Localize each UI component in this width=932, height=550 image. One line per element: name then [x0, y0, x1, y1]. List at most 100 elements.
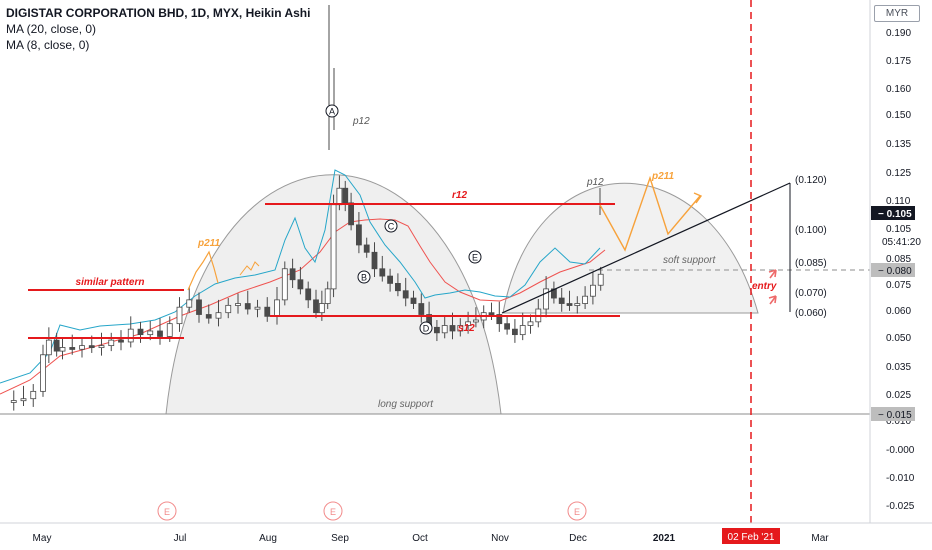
event-circle [323, 501, 343, 521]
candle [176, 306, 183, 325]
candle [336, 187, 343, 206]
candle [127, 328, 134, 343]
candle [597, 273, 604, 286]
level-label: (0.085) [795, 258, 827, 269]
event-circle [157, 501, 177, 521]
price-tick: 0.110 [886, 196, 911, 207]
candle [551, 288, 557, 299]
entry-label: entry [752, 281, 777, 292]
p211-left-path [187, 250, 219, 291]
candle [215, 312, 222, 319]
pivot-label: C [388, 222, 395, 232]
price-tick: 0.085 [886, 254, 911, 265]
small-projection [239, 261, 260, 276]
time-tick: Jul [174, 533, 187, 544]
candle [205, 314, 212, 319]
price-tick: 0.150 [886, 110, 911, 121]
candle [118, 339, 124, 343]
pivot-circle [419, 321, 433, 335]
candle [363, 244, 370, 253]
price-axis: 0.190 0.175 0.160 0.150 0.135 0.125 0.110 0.105… [886, 28, 915, 512]
currency-button[interactable]: MYR [874, 5, 920, 22]
price-badge-last: − 0.105 [871, 206, 915, 220]
candle [457, 325, 464, 332]
candle [98, 345, 105, 349]
candle [53, 339, 60, 352]
date-marker-badge: 02 Feb '21 [722, 528, 780, 544]
p211-arrowhead [693, 192, 703, 204]
pivot-marker-b: B [357, 270, 371, 284]
price-badge-bg [871, 407, 915, 421]
level-label: (0.060) [795, 308, 827, 319]
price-tick: 0.125 [886, 168, 911, 179]
entry-arrow-icon [768, 269, 777, 279]
candle [69, 347, 76, 350]
candle [418, 303, 425, 315]
candle [264, 306, 271, 317]
price-tick: 0.105 [886, 224, 911, 235]
chart-legend: DIGISTAR CORPORATION BHD, 1D, MYX, Heiki… [6, 5, 310, 53]
price-tick: 0.025 [886, 390, 911, 401]
ma20-legend: MA (20, close, 0) [6, 22, 97, 36]
time-tick: May [33, 533, 52, 544]
p211-left-label: p211 [197, 238, 220, 249]
price-tick: -0.000 [886, 445, 915, 456]
candle [519, 325, 526, 336]
ma8-line [0, 169, 601, 384]
price-badge-text: − 0.105 [878, 209, 912, 220]
price-tick: -0.025 [886, 501, 915, 512]
candle [504, 323, 511, 330]
candle [88, 345, 95, 349]
pivot-circle [357, 270, 371, 284]
candle [582, 295, 588, 304]
candle [472, 319, 479, 323]
candle [342, 187, 349, 204]
candle [147, 330, 154, 336]
level-label: (0.120) [795, 175, 827, 186]
price-badge-bg [871, 206, 915, 220]
pivot-marker-a: A [325, 104, 339, 118]
price-badge-level: − 0.015 [871, 407, 915, 421]
price-tick: 0.175 [886, 56, 911, 67]
candle [488, 312, 495, 316]
candle [402, 290, 409, 299]
candle [543, 288, 549, 310]
pivot-label: E [472, 253, 478, 263]
candle [157, 330, 163, 337]
s12-label: s12 [458, 323, 475, 334]
trend-line [501, 182, 791, 314]
candle [348, 202, 355, 226]
price-badge-text: − 0.015 [878, 410, 912, 421]
price-tick: 0.050 [886, 333, 911, 344]
candle [379, 268, 386, 277]
p12-top-label: p12 [352, 116, 370, 127]
candle [244, 303, 251, 310]
time-axis: May Jul Aug Sep Oct Nov Dec 2021 Mar [33, 533, 830, 544]
pivot-circle [325, 104, 339, 118]
candle [281, 268, 288, 301]
candle [274, 299, 280, 317]
bar-countdown: 05:41:20 [882, 237, 921, 248]
event-label: E [164, 507, 170, 517]
time-tick: Dec [569, 533, 587, 544]
candle [387, 275, 394, 284]
pivot-marker-d: D [419, 321, 433, 335]
price-tick: 0.035 [886, 362, 911, 373]
candle [225, 304, 232, 314]
date-badge-bg [722, 528, 780, 544]
candle [566, 303, 573, 306]
price-tick: 0.190 [886, 28, 911, 39]
r12-label: r12 [452, 190, 467, 201]
price-tick: 0.075 [886, 280, 911, 291]
similar-pattern-label: similar pattern [76, 277, 145, 288]
price-badge-text: − 0.080 [878, 266, 912, 277]
price-tick: 0.160 [886, 84, 911, 95]
candle [289, 268, 296, 281]
candle [558, 297, 565, 304]
time-tick: Oct [412, 533, 428, 544]
candle [297, 279, 304, 290]
event-circle [567, 501, 587, 521]
time-tick: 2021 [653, 533, 676, 544]
candle [330, 204, 337, 290]
